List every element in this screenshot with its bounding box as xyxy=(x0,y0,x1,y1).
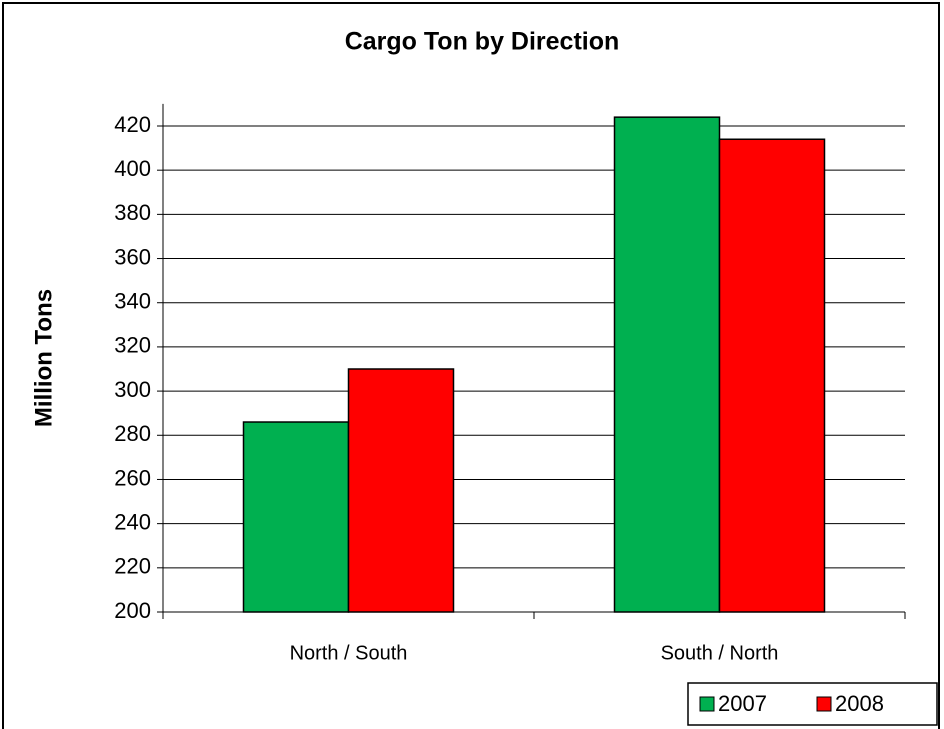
y-tick-label: 400 xyxy=(114,156,151,181)
y-tick-label: 240 xyxy=(114,509,151,534)
y-tick-label: 300 xyxy=(114,377,151,402)
bar xyxy=(347,368,455,613)
legend-box xyxy=(687,682,938,726)
legend-label: 2007 xyxy=(718,691,767,716)
legend-swatch xyxy=(816,696,832,712)
y-tick-label: 320 xyxy=(114,333,151,358)
y-tick-label: 420 xyxy=(114,112,151,137)
y-tick-label: 260 xyxy=(114,465,151,490)
chart-title: Cargo Ton by Direction xyxy=(345,28,620,56)
y-tick-label: 200 xyxy=(114,598,151,623)
bar xyxy=(718,138,826,613)
legend-label: 2008 xyxy=(835,691,884,716)
y-tick-label: 360 xyxy=(114,244,151,269)
y-axis-label: Million Tons xyxy=(30,289,57,427)
y-tick-label: 380 xyxy=(114,200,151,225)
bar xyxy=(613,116,721,613)
y-tick-label: 340 xyxy=(114,289,151,314)
legend-swatch xyxy=(699,696,715,712)
bar xyxy=(242,421,350,613)
x-tick-label: South / North xyxy=(661,642,779,664)
y-tick-label: 280 xyxy=(114,421,151,446)
y-tick-label: 220 xyxy=(114,554,151,579)
x-tick-label: North / South xyxy=(290,642,408,664)
